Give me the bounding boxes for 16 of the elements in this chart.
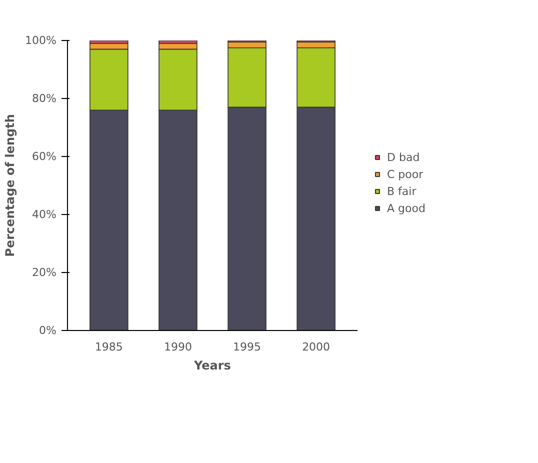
y-tick-label: 80%: [32, 92, 57, 105]
y-tick-label: 20%: [32, 266, 57, 279]
y-tick-label: 60%: [32, 150, 57, 163]
legend-label: D bad: [387, 150, 420, 164]
x-tick-label: 1995: [233, 340, 262, 354]
legend-label: A good: [387, 202, 426, 214]
x-tick-label: 1990: [164, 340, 192, 354]
legend-label: B fair: [387, 184, 416, 198]
y-tick-label: 40%: [32, 208, 57, 221]
legend-label: C poor: [387, 168, 424, 180]
x-tick-label: 2000: [302, 340, 330, 354]
y-tick-label: 0%: [39, 324, 56, 337]
y-tick-label: 100%: [25, 34, 57, 47]
y-axis-title: Percentage of length: [3, 114, 18, 257]
x-tick-label: 1985: [94, 340, 123, 354]
x-axis-title: Years: [193, 358, 231, 372]
